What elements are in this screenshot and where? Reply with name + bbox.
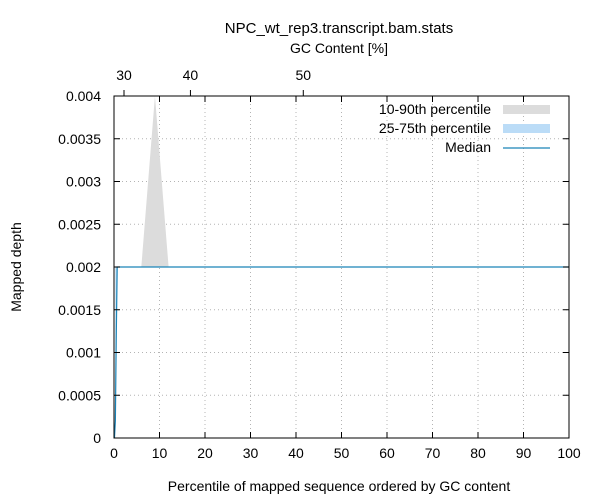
x-tick-label-2: 20: [197, 445, 213, 461]
y-axis-label: Mapped depth: [8, 222, 24, 312]
x-tick-label-1: 10: [152, 445, 168, 461]
top-axis-label: GC Content [%]: [290, 40, 388, 56]
x-tick-label-7: 70: [425, 445, 441, 461]
y-tick-label-6: 0.003: [66, 174, 101, 190]
legend-label-2: Median: [445, 139, 491, 155]
x-tick-label-10: 100: [557, 445, 581, 461]
plot-series: [113, 96, 570, 439]
legend-swatch-0: [503, 105, 550, 114]
x-tick-label-9: 90: [516, 445, 532, 461]
x-axis-label: Percentile of mapped sequence ordered by…: [168, 478, 511, 494]
chart-title: NPC_wt_rep3.transcript.bam.stats: [225, 20, 453, 37]
legend: 10-90th percentile 25-75th percentile Medi…: [379, 101, 550, 155]
top-tick-label-1: 40: [183, 67, 199, 83]
y-tick-label-1: 0.0005: [58, 387, 101, 403]
y-tick-label-0: 0: [93, 430, 101, 446]
y-tick-label-7: 0.0035: [58, 131, 101, 147]
top-tick-label-2: 50: [295, 67, 311, 83]
x-tick-label-6: 60: [379, 445, 395, 461]
top-tick-label-0: 30: [116, 67, 132, 83]
y-tick-label-3: 0.0015: [58, 302, 101, 318]
axis-ticks: 0 10 20 30 40 50 60 70 80 90 100 0 0.0005 0.001 0.0015…: [58, 67, 581, 461]
y-tick-label-5: 0.0025: [58, 216, 101, 232]
x-tick-label-0: 0: [110, 445, 118, 461]
y-tick-label-4: 0.002: [66, 259, 101, 275]
series-line-2: [113, 266, 569, 439]
grid-lines: [114, 96, 569, 438]
legend-label-1: 25-75th percentile: [379, 120, 491, 136]
y-tick-label-2: 0.001: [66, 345, 101, 361]
x-tick-label-4: 40: [288, 445, 304, 461]
legend-swatch-1: [503, 124, 550, 133]
x-tick-label-8: 80: [470, 445, 486, 461]
x-tick-label-5: 50: [334, 445, 350, 461]
legend-label-0: 10-90th percentile: [379, 101, 491, 117]
y-tick-label-8: 0.004: [66, 88, 101, 104]
x-tick-label-3: 30: [243, 445, 259, 461]
